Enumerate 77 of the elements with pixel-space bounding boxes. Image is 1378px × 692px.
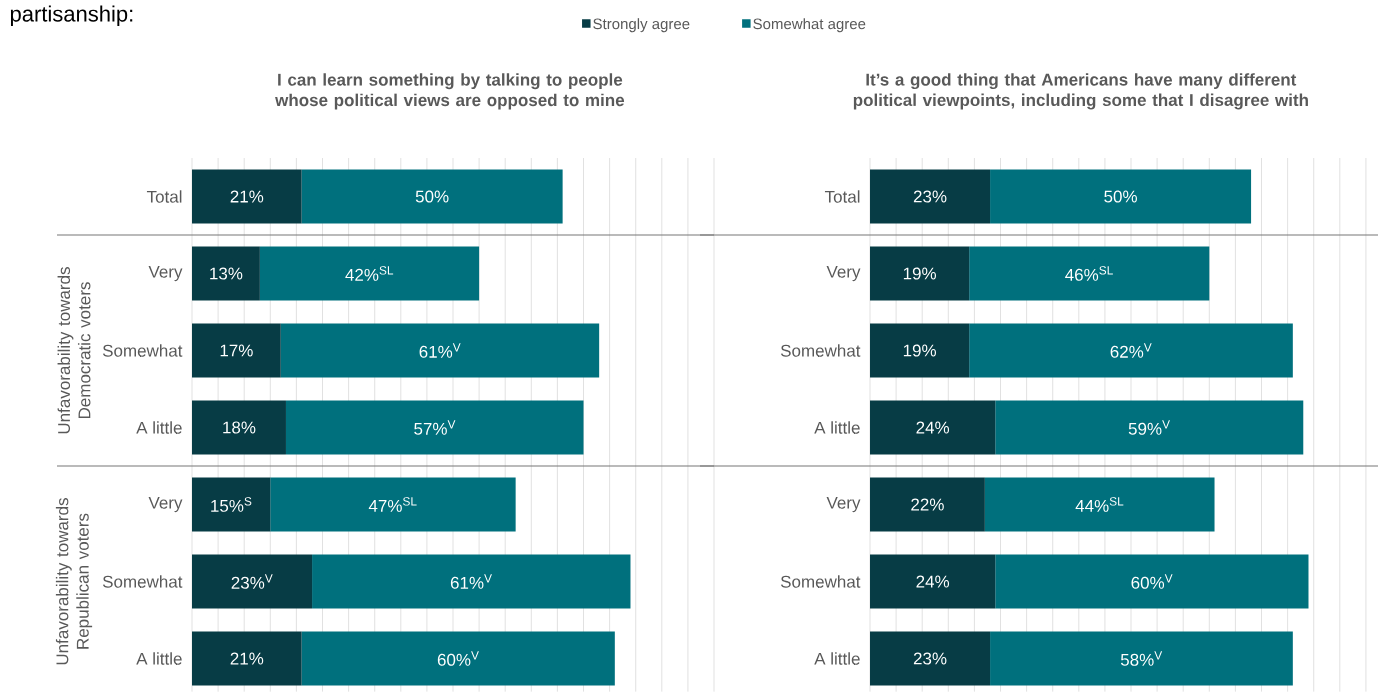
- bar: [870, 477, 985, 532]
- bar: [870, 554, 996, 609]
- bar: [969, 323, 1293, 378]
- y-tick-label: A little: [136, 652, 182, 665]
- bar: [280, 323, 600, 378]
- y-tick-label: A little: [136, 421, 182, 434]
- data-label: 19%: [903, 267, 937, 280]
- bar: [192, 631, 302, 686]
- data-label: 13%: [210, 267, 243, 280]
- bar: [870, 246, 970, 301]
- data-label: 23%: [913, 190, 947, 203]
- bar: [870, 400, 996, 455]
- data-label: 46%$^{SL}$: [1065, 266, 1113, 281]
- text: Unfavorability towards Democratic voters: [57, 267, 91, 434]
- text: partisanship:: [10, 5, 133, 27]
- data-label: 62%$^{V}$: [1110, 343, 1152, 358]
- bar: [990, 631, 1293, 686]
- y-tick-label: Very: [148, 265, 183, 282]
- bar: [301, 169, 563, 224]
- y-tick-label: Total: [146, 190, 182, 203]
- data-label: 59%$^{V}$: [1128, 420, 1170, 435]
- y-tick-label: Total: [824, 190, 860, 203]
- data-label: 50%: [1104, 190, 1137, 203]
- data-label: 17%: [220, 344, 253, 357]
- bar: [870, 169, 991, 224]
- bar: [192, 246, 260, 301]
- y-tick-label: Somewhat: [102, 344, 183, 357]
- data-label: 24%: [916, 575, 950, 588]
- data-label: 19%: [903, 344, 937, 357]
- y-tick-label: Somewhat: [102, 575, 183, 588]
- data-label: 15%$^{S}$: [211, 497, 252, 512]
- data-label: 57%$^{V}$: [414, 420, 456, 435]
- bar: [192, 323, 281, 378]
- data-label: 58%$^{V}$: [1120, 651, 1163, 666]
- y-tick-label: Very: [826, 496, 861, 513]
- bar: [285, 400, 584, 455]
- bar: [301, 631, 615, 686]
- bar: [870, 631, 991, 686]
- bar: [259, 246, 480, 301]
- data-label: 60%$^{V}$: [437, 651, 479, 666]
- data-label: 24%: [916, 421, 950, 434]
- data-label: 23%: [913, 652, 947, 665]
- data-label: 44%$^{SL}$: [1075, 497, 1124, 512]
- data-label: 21%: [230, 190, 264, 203]
- y-tick-label: Somewhat: [780, 344, 861, 357]
- y-tick-label: A little: [814, 421, 860, 434]
- data-label: 50%: [415, 190, 449, 203]
- bar: [995, 554, 1309, 609]
- bar: [192, 400, 286, 455]
- data-label: 23%$^{V}$: [231, 574, 273, 589]
- bar: [984, 477, 1215, 532]
- data-label: 42%$^{SL}$: [345, 266, 394, 281]
- y-tick-label: A little: [814, 652, 860, 665]
- data-label: 61%$^{V}$: [450, 574, 492, 589]
- y-tick-label: Very: [148, 496, 183, 513]
- y-tick-label: Somewhat: [780, 575, 861, 588]
- chart-title: I can learn something by talking to people whose political views are opposed to mine: [275, 73, 625, 110]
- bar: [270, 477, 516, 532]
- bar: [312, 554, 631, 609]
- chart-title: It’s a good thing that Americans have many different political viewpoints, including some that I disagree with: [853, 73, 1308, 110]
- data-label: 47%$^{SL}$: [368, 497, 417, 512]
- text: Unfavorability towards Republican voters: [55, 498, 93, 665]
- bar: [969, 246, 1210, 301]
- data-label: 22%: [911, 498, 944, 511]
- bar: [192, 477, 271, 532]
- data-label: 18%: [223, 421, 256, 434]
- bar: [995, 400, 1304, 455]
- bar: [192, 169, 302, 224]
- bar: [990, 169, 1252, 224]
- y-tick-label: Very: [826, 265, 861, 282]
- legend-label: Strongly agree: [593, 18, 690, 33]
- data-label: 60%$^{V}$: [1131, 574, 1173, 589]
- legend-label: Somewhat agree: [753, 18, 866, 33]
- bar: [870, 323, 970, 378]
- bar: [192, 554, 313, 609]
- data-label: 61%$^{V}$: [419, 343, 461, 358]
- data-label: 21%: [230, 652, 264, 665]
